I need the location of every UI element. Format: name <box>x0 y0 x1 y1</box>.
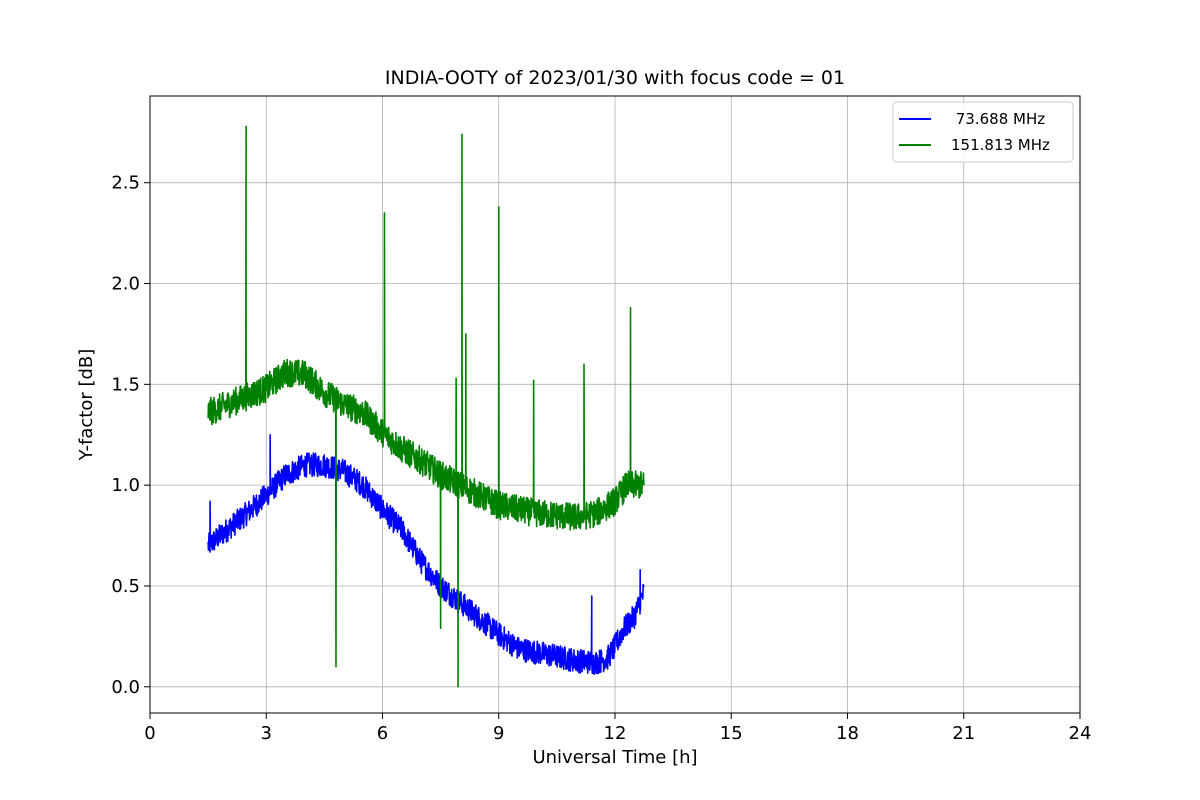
chart-title: INDIA-OOTY of 2023/01/30 with focus code… <box>385 67 845 89</box>
axis-ticks: 0 3 6 9 12 15 18 21 24 0.0 0.5 1.0 1.5 2.0 2.5 <box>111 173 1091 744</box>
x-tick-label: 6 <box>377 723 388 744</box>
y-tick-label: 2.5 <box>111 173 140 194</box>
legend-label: 73.688 MHz <box>951 110 1045 128</box>
y-tick-label: 1.5 <box>111 374 140 395</box>
x-tick-label: 18 <box>836 723 859 744</box>
series-line-1 <box>207 125 645 688</box>
x-tick-label: 24 <box>1069 723 1092 744</box>
y-tick-label: 0.0 <box>111 677 140 698</box>
x-tick-label: 15 <box>720 723 743 744</box>
legend: 73.688 MHz 151.813 MHz <box>892 101 1074 163</box>
legend-label: 151.813 MHz <box>951 136 1050 154</box>
legend-box <box>892 101 1074 163</box>
y-tick-label: 0.5 <box>111 576 140 597</box>
y-axis-label: Y-factor [dB] <box>76 349 97 462</box>
y-tick-label: 1.0 <box>111 475 140 496</box>
x-axis-label: Universal Time [h] <box>532 747 697 768</box>
x-tick-label: 12 <box>604 723 627 744</box>
x-tick-label: 0 <box>144 723 155 744</box>
series-line-0 <box>207 433 645 675</box>
x-tick-label: 21 <box>952 723 975 744</box>
x-tick-label: 9 <box>493 723 504 744</box>
plot-series <box>207 125 645 688</box>
y-tick-label: 2.0 <box>111 274 140 295</box>
x-tick-label: 3 <box>261 723 272 744</box>
